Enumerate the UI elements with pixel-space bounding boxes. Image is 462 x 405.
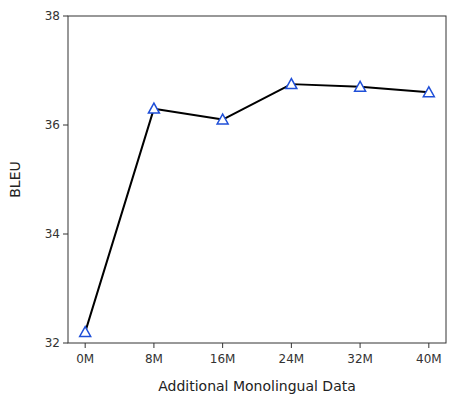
data-point [80,327,91,337]
data-line [85,84,429,332]
plot-frame [68,16,446,343]
plot-area [80,79,435,337]
chart: 32 34 36 38 0M 8M 16M 24M 32M 40M Additional Monol… [0,0,462,405]
y-tick [63,234,68,235]
x-tick [222,343,223,348]
y-tick-label: 38 [45,9,60,23]
y-axis-label: BLEU [7,161,23,198]
x-tick-label: 8M [145,352,163,366]
x-tick-label: 40M [416,352,442,366]
data-point [355,81,366,91]
data-point [286,79,297,89]
x-tick [360,343,361,348]
x-tick [428,343,429,348]
x-tick-label: 0M [76,352,94,366]
data-point [423,87,434,97]
x-tick [85,343,86,348]
x-axis-label: Additional Monolingual Data [158,378,356,394]
x-tick-label: 24M [279,352,305,366]
y-tick [63,125,68,126]
y-tick [63,16,68,17]
y-tick [63,343,68,344]
chart-container: 32 34 36 38 0M 8M 16M 24M 32M 40M Additional Monol… [0,0,462,405]
x-tick-label: 16M [210,352,236,366]
data-point [148,103,159,113]
y-tick-label: 32 [45,336,60,350]
y-tick-label: 34 [45,227,60,241]
y-tick-label: 36 [45,118,60,132]
data-point [217,114,228,124]
x-tick-label: 32M [347,352,373,366]
x-tick [153,343,154,348]
x-tick [291,343,292,348]
